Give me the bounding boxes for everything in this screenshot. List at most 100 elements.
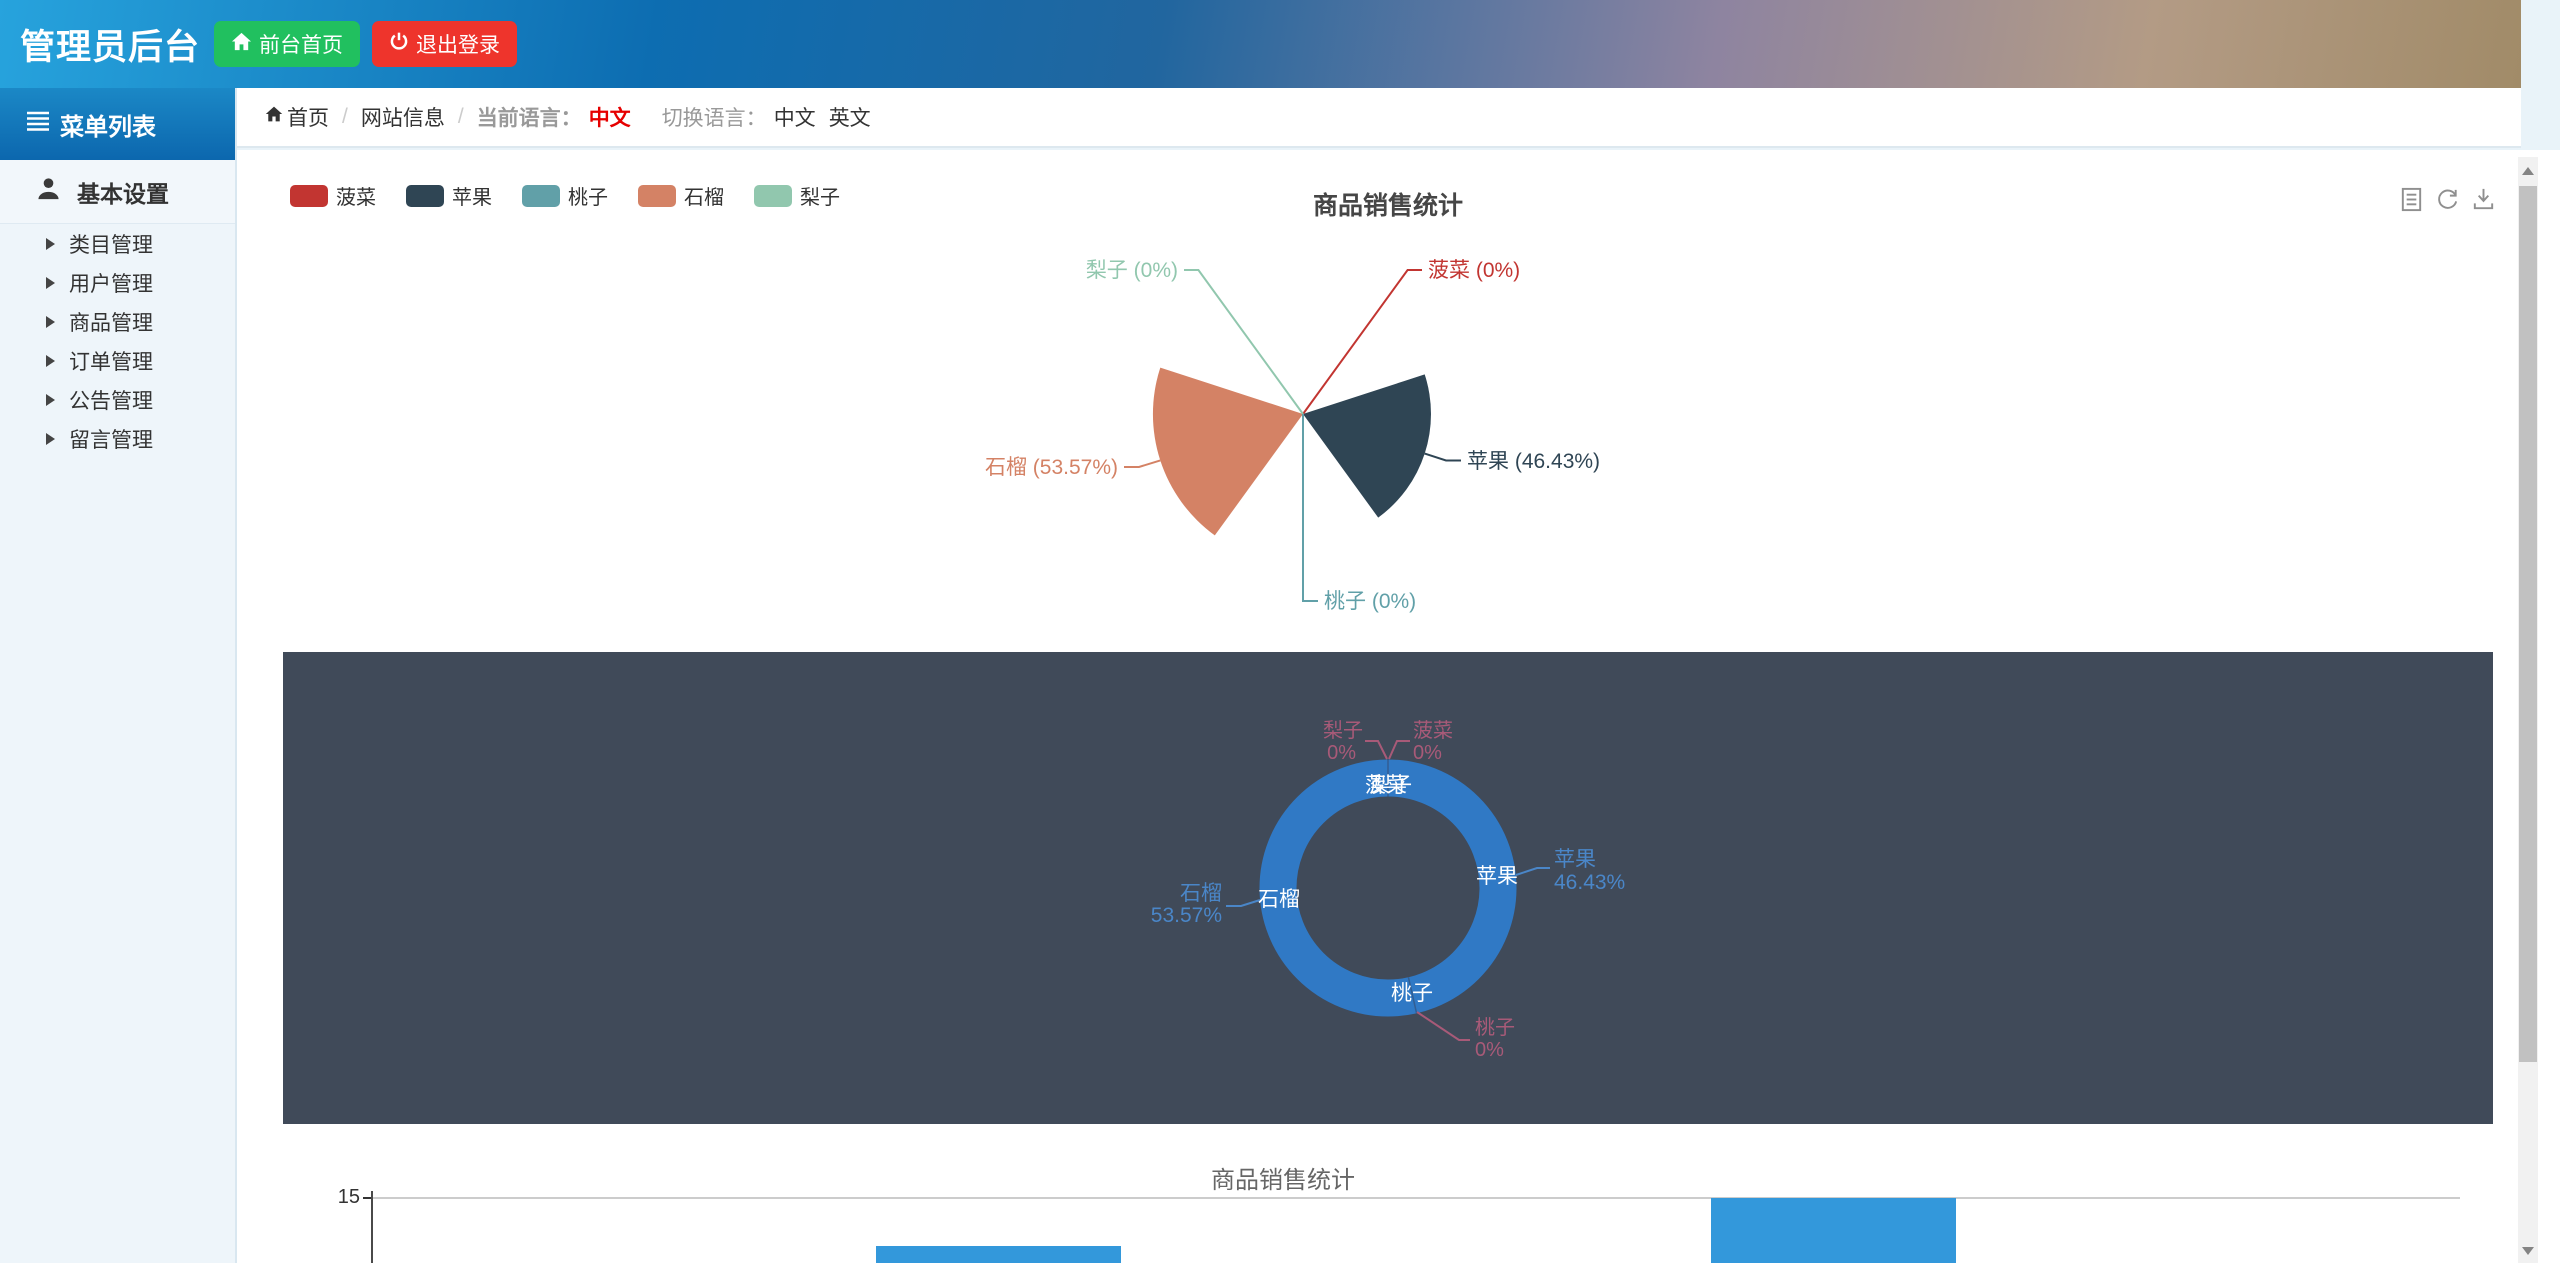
- app-title: 管理员后台: [20, 27, 201, 67]
- donut-outlabel-peach-pct: 0%: [1475, 1039, 1504, 1061]
- donut-chart-panel: [283, 652, 2493, 1124]
- section-label: 基本设置: [77, 180, 169, 207]
- breadcrumb-separator: /: [342, 105, 348, 128]
- sidebar-item-label: 用户管理: [69, 272, 153, 296]
- pie-legend: 菠菜 苹果 桃子 石榴 梨子: [290, 181, 840, 210]
- rose-label-spinach: 菠菜 (0%): [1428, 259, 1520, 282]
- donut-outlabel-pear-name: 梨子: [1323, 719, 1363, 742]
- current-language-label: 当前语言：: [476, 107, 582, 130]
- donut-outlabel-spinach-name: 菠菜: [1413, 719, 1453, 742]
- chevron-right-icon: [46, 354, 55, 367]
- breadcrumb-home-label: 首页: [287, 107, 329, 130]
- rose-label-peach: 桃子 (0%): [1324, 590, 1416, 613]
- rose-label-pear: 梨子 (0%): [1086, 259, 1178, 282]
- legend-item-0[interactable]: 菠菜: [290, 181, 376, 210]
- sidebar-item-0[interactable]: 类目管理: [0, 224, 235, 263]
- legend-label: 梨子: [800, 187, 840, 209]
- donut-inlabel-pomegranate: 石榴: [1258, 888, 1300, 911]
- logout-label: 退出登录: [416, 34, 501, 57]
- scroll-down-icon: [2522, 1247, 2534, 1255]
- legend-chip: [638, 184, 676, 207]
- sidebar-item-label: 订单管理: [69, 350, 153, 374]
- breadcrumb: 首页 / 网站信息 / 当前语言： 中文 切换语言： 中文 英文: [237, 88, 2521, 148]
- legend-item-1[interactable]: 苹果: [406, 181, 492, 210]
- legend-item-3[interactable]: 石榴: [638, 181, 724, 210]
- legend-chip: [290, 184, 328, 207]
- chevron-right-icon: [46, 393, 55, 406]
- sidebar-item-label: 留言管理: [69, 428, 153, 452]
- sidebar-section-basic-settings[interactable]: 基本设置: [0, 160, 235, 224]
- legend-chip: [406, 184, 444, 207]
- legend-label: 桃子: [568, 187, 608, 209]
- sidebar-item-label: 类目管理: [69, 233, 153, 257]
- gridline-15: [373, 1197, 2460, 1199]
- scrollbar-up-button[interactable]: [2518, 160, 2538, 182]
- refresh-icon[interactable]: [2434, 186, 2461, 218]
- chevron-right-icon: [46, 432, 55, 445]
- donut-inlabel-apple: 苹果: [1476, 865, 1518, 888]
- sidebar-item-1[interactable]: 用户管理: [0, 263, 235, 302]
- chevron-right-icon: [46, 276, 55, 289]
- menu-list-icon: [26, 110, 50, 138]
- logout-button[interactable]: 退出登录: [372, 21, 518, 67]
- sidebar-item-label: 公告管理: [69, 389, 153, 413]
- y-axis-line: [371, 1191, 373, 1263]
- legend-chip: [522, 184, 560, 207]
- sidebar-menu-list: 类目管理用户管理商品管理订单管理公告管理留言管理: [0, 224, 235, 458]
- home-icon: [231, 31, 252, 58]
- download-icon[interactable]: [2470, 186, 2497, 218]
- donut-outlabel-pomegranate-pct: 53.57%: [1151, 904, 1222, 927]
- language-option-en[interactable]: 英文: [828, 107, 871, 130]
- menu-list-label: 菜单列表: [60, 113, 156, 141]
- donut-inlabel-pear: 梨子: [1370, 774, 1412, 797]
- sidebar-item-label: 商品管理: [69, 311, 153, 335]
- front-home-button[interactable]: 前台首页: [214, 21, 361, 67]
- chevron-right-icon: [46, 237, 55, 250]
- rose-label-pomegranate: 石榴 (53.57%): [985, 456, 1118, 479]
- legend-label: 菠菜: [336, 187, 376, 209]
- chevron-right-icon: [46, 315, 55, 328]
- legend-item-4[interactable]: 梨子: [754, 181, 840, 210]
- sidebar-item-3[interactable]: 订单管理: [0, 341, 235, 380]
- language-option-zh[interactable]: 中文: [773, 107, 816, 130]
- legend-label: 石榴: [684, 187, 724, 209]
- donut-outlabel-spinach-pct: 0%: [1413, 742, 1442, 764]
- rose-slice-pomegranate: [1152, 367, 1303, 536]
- data-view-icon[interactable]: [2398, 186, 2425, 218]
- sidebar-item-4[interactable]: 公告管理: [0, 380, 235, 419]
- bar-chart-title: 商品销售统计: [1211, 1167, 1355, 1194]
- rose-label-apple: 苹果 (46.43%): [1467, 450, 1600, 473]
- rose-slice-apple: [1303, 374, 1431, 518]
- scrollbar-thumb[interactable]: [2519, 186, 2537, 1062]
- y-axis-tick-label: 15: [337, 1186, 360, 1208]
- bar-石榴[interactable]: [1711, 1198, 1957, 1263]
- scroll-up-icon: [2522, 167, 2534, 175]
- chart-toolbox: [2398, 186, 2497, 218]
- sidebar-item-5[interactable]: 留言管理: [0, 419, 235, 458]
- user-icon: [36, 176, 61, 207]
- breadcrumb-home-link[interactable]: 首页: [265, 102, 329, 132]
- legend-label: 苹果: [452, 187, 492, 209]
- front-home-label: 前台首页: [259, 34, 344, 57]
- y-axis-tick-mark: [363, 1197, 372, 1199]
- donut-outlabel-apple-pct: 46.43%: [1554, 871, 1625, 894]
- donut-outlabel-peach-name: 桃子: [1475, 1016, 1515, 1039]
- legend-chip: [754, 184, 792, 207]
- legend-item-2[interactable]: 桃子: [522, 181, 608, 210]
- bar-苹果[interactable]: [875, 1246, 1121, 1263]
- donut-outlabel-pear-pct: 0%: [1327, 742, 1356, 764]
- breadcrumb-separator: /: [457, 105, 464, 128]
- switch-language-label: 切换语言：: [661, 107, 767, 130]
- scrollbar-down-button[interactable]: [2518, 1240, 2538, 1262]
- sidebar: 菜单列表 基本设置 类目管理用户管理商品管理订单管理公告管理留言管理: [0, 88, 237, 1263]
- power-icon: [389, 31, 409, 57]
- sidebar-item-2[interactable]: 商品管理: [0, 302, 235, 341]
- rose-pie-chart[interactable]: 菠菜 (0%) 梨子 (0%) 桃子 (0%) 苹果 (46.43%) 石榴 (…: [950, 230, 1670, 660]
- donut-inlabel-spinach: 菠菜: [1365, 774, 1407, 797]
- donut-inlabel-peach: 桃子: [1391, 982, 1433, 1005]
- donut-pie-chart[interactable]: 梨子 0% 菠菜 0% 桃子 0% 苹果 46.43% 石榴 53.57% 菠菜…: [950, 652, 1830, 1124]
- sidebar-menu-header[interactable]: 菜单列表: [0, 88, 235, 160]
- breadcrumb-site-info-link[interactable]: 网站信息: [360, 107, 445, 130]
- donut-outlabel-apple-name: 苹果: [1554, 848, 1596, 871]
